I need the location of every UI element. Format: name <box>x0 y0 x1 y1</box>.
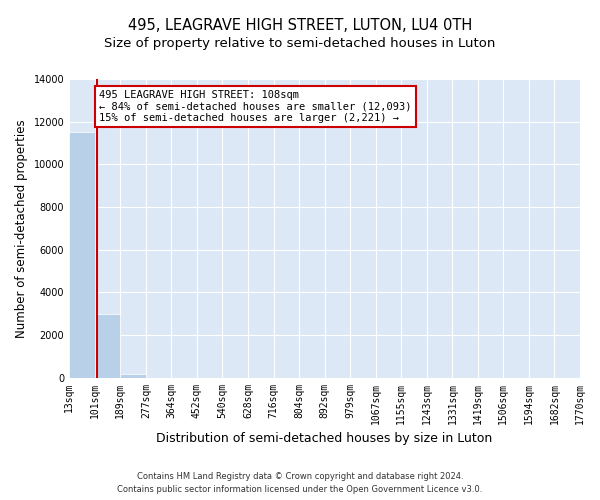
Text: Contains HM Land Registry data © Crown copyright and database right 2024.: Contains HM Land Registry data © Crown c… <box>137 472 463 481</box>
Bar <box>121 374 146 378</box>
Bar <box>69 132 95 378</box>
Text: Size of property relative to semi-detached houses in Luton: Size of property relative to semi-detach… <box>104 38 496 51</box>
Text: 495 LEAGRAVE HIGH STREET: 108sqm
← 84% of semi-detached houses are smaller (12,0: 495 LEAGRAVE HIGH STREET: 108sqm ← 84% o… <box>99 90 412 123</box>
Y-axis label: Number of semi-detached properties: Number of semi-detached properties <box>15 119 28 338</box>
Bar <box>95 314 121 378</box>
Text: 495, LEAGRAVE HIGH STREET, LUTON, LU4 0TH: 495, LEAGRAVE HIGH STREET, LUTON, LU4 0T… <box>128 18 472 32</box>
Text: Contains public sector information licensed under the Open Government Licence v3: Contains public sector information licen… <box>118 485 482 494</box>
X-axis label: Distribution of semi-detached houses by size in Luton: Distribution of semi-detached houses by … <box>157 432 493 445</box>
